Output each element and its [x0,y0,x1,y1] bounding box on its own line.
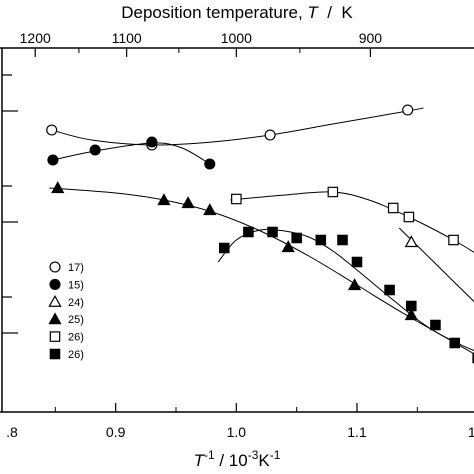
data-point-s0 [46,124,58,136]
x-axis-title-unit: K [258,451,270,470]
x-axis-title-exp3: -1 [270,448,281,462]
data-point-s1 [47,154,59,166]
top-tick-label: 1200 [20,30,51,46]
data-point-s2 [404,235,418,248]
top-axis-title-suffix: / K [318,3,354,22]
legend-marker-3 [48,312,62,325]
data-point-s5 [218,242,230,254]
data-point-s5 [337,234,348,246]
data-point-s5 [315,234,327,246]
top-tick-label: 900 [359,30,383,46]
fit-line-1 [52,142,211,165]
x-axis-title-exp: -1 [204,448,215,462]
legend: 17) 15) 24) 25) 26) 26) [48,261,84,361]
x-axis-title-var: T [194,451,206,470]
data-point-s4 [448,234,459,246]
data-markers [46,104,474,364]
top-axis-title-prefix: Deposition temperature, [121,3,307,22]
legend-label-2: 24) [68,297,84,309]
x-tick-label: 1.1 [347,424,367,440]
data-point-s3 [157,193,171,206]
data-point-s3 [51,181,65,194]
left-axis-ticks [2,74,18,334]
data-point-s1 [146,136,158,148]
legend-label-0: 17) [68,262,84,274]
fit-line-2 [398,227,474,303]
x-tick-label: 0.9 [106,424,126,440]
top-axis-ticks: 1200 1100 1000 900 [20,30,383,57]
data-point-s5 [267,226,278,238]
data-point-s3 [281,240,295,253]
legend-label-3: 25) [68,314,84,326]
top-tick-label: 1100 [112,30,142,46]
data-point-s4 [387,202,399,214]
data-point-s5 [430,319,441,331]
data-point-s1 [89,144,101,156]
bottom-axis-ticks: .8 0.9 1.0 1.1 1.2 [6,403,474,440]
data-point-s0 [264,129,276,141]
data-point-s5 [449,337,461,349]
data-point-s0 [402,104,414,116]
x-tick-label: 1.2 [468,424,474,440]
top-axis-title: Deposition temperature, T / K [121,3,353,22]
fit-line-0 [51,107,424,146]
data-point-s4 [327,186,339,198]
legend-label-5: 26) [68,349,84,361]
data-point-s4 [403,211,415,223]
data-point-s5 [243,226,254,238]
legend-marker-1 [49,278,61,290]
data-point-s1 [204,158,216,170]
data-point-s3 [203,203,217,216]
top-tick-label: 1000 [221,30,252,46]
legend-label-1: 15) [68,279,84,291]
data-point-s3 [347,278,362,291]
data-point-s5 [291,232,302,244]
legend-label-4: 26) [68,332,84,344]
data-point-s3 [181,196,195,209]
fit-lines [49,107,474,355]
x-tick-label: .8 [6,424,18,440]
data-point-s3 [404,308,418,321]
data-point-s5 [384,284,395,296]
x-axis-title-exp2: -3 [248,448,259,462]
fit-line-4 [230,191,474,253]
legend-marker-4 [49,331,61,342]
legend-marker-2 [48,294,62,307]
data-point-s5 [406,300,417,312]
x-tick-label: 1.0 [227,424,247,440]
data-point-s5 [472,352,474,364]
fit-line-5 [217,228,474,352]
x-axis-title-rest: / 10 [215,451,248,470]
top-axis-title-var: T [307,3,319,22]
data-point-s5 [351,256,363,268]
data-point-s4 [231,193,242,205]
legend-marker-0 [49,261,61,273]
legend-marker-5 [49,348,61,360]
x-axis-title: T-1 / 10-3K-1 [194,448,281,470]
